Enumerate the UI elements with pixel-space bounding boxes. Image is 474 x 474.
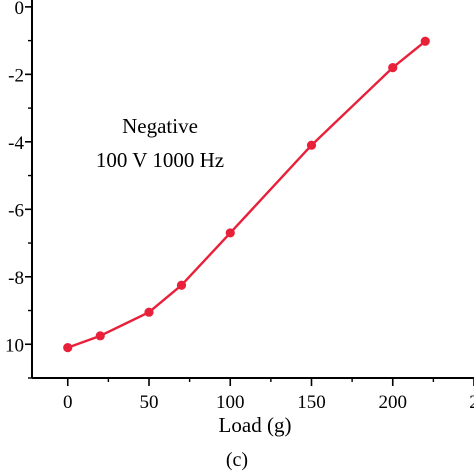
annotation-polarity: Negative — [122, 114, 198, 138]
x-tick-label: 0 — [63, 392, 73, 413]
y-tick-label: 10 — [5, 335, 24, 356]
annotation-conditions: 100 V 1000 Hz — [96, 148, 224, 172]
y-tick-label: -6 — [8, 200, 24, 221]
data-point — [420, 36, 430, 46]
axes — [31, 0, 474, 379]
data-point — [388, 63, 398, 73]
y-tick-label: -2 — [8, 65, 24, 86]
data-point — [63, 343, 73, 353]
data-point — [144, 307, 154, 317]
y-tick-label: -4 — [8, 133, 24, 154]
x-tick-label: 100 — [216, 392, 245, 413]
series-line — [67, 40, 427, 349]
series — [63, 36, 430, 353]
panel-label: (c) — [226, 449, 248, 471]
ticks: 0 50 100 150 200 2 0 -2 -4 -6 -8 10 — [5, 0, 474, 413]
x-tick-label: 150 — [297, 392, 326, 413]
x-axis-label: Load (g) — [219, 413, 292, 437]
x-tick-label: 50 — [140, 392, 159, 413]
x-tick-label: 200 — [379, 392, 408, 413]
data-point — [306, 140, 317, 150]
data-point — [95, 331, 105, 341]
x-tick-label: 2 — [469, 392, 474, 413]
data-point — [225, 228, 235, 238]
y-tick-label: -8 — [8, 268, 24, 289]
y-tick-label: 0 — [15, 0, 25, 19]
data-point — [176, 280, 187, 290]
